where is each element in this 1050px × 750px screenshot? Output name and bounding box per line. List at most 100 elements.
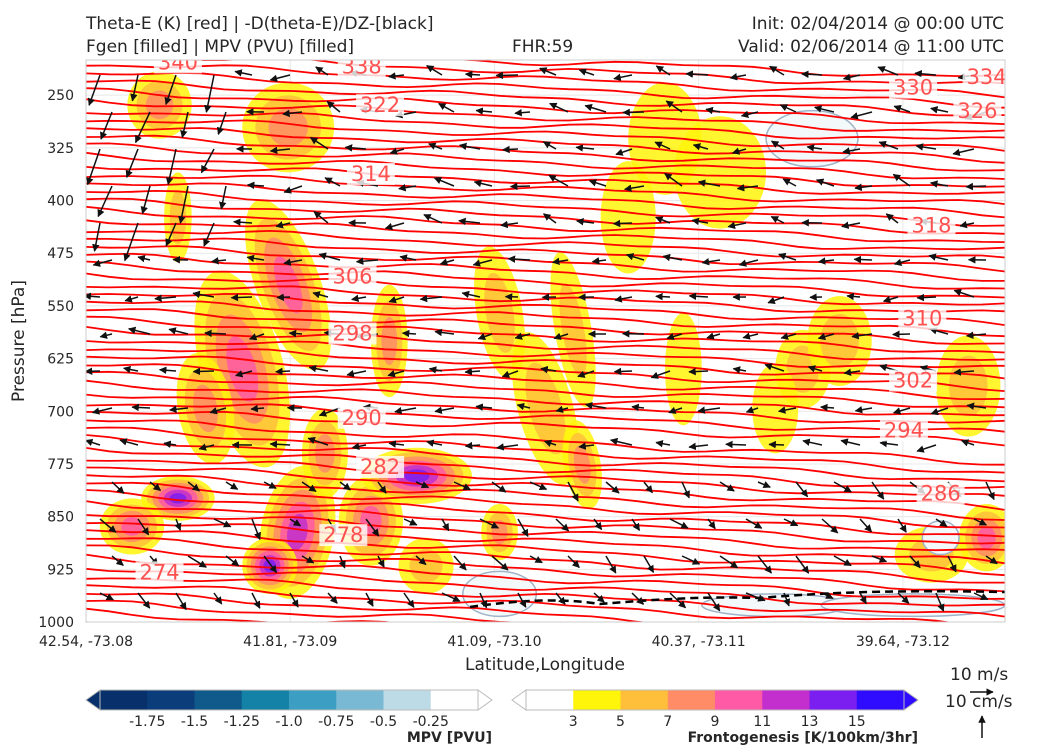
wind-vector xyxy=(575,144,595,152)
wind-vector xyxy=(613,367,633,376)
wind-vector xyxy=(820,403,835,412)
colorbar-tick-label: 3 xyxy=(569,714,578,730)
wind-vector xyxy=(355,257,379,265)
theta-e-label-bg xyxy=(356,94,405,117)
theta-e-line xyxy=(86,537,1005,584)
y-tick-label: 925 xyxy=(47,562,74,578)
wind-vector xyxy=(542,141,557,150)
wind-vector xyxy=(767,296,785,305)
wind-vector xyxy=(666,332,683,341)
wind-vector xyxy=(263,481,277,489)
x-tick-label: 41.09, -73.10 xyxy=(447,634,541,650)
wind-vector xyxy=(584,104,607,113)
colorbar-swatch xyxy=(762,690,810,710)
wind-vector xyxy=(540,365,557,374)
wind-vector xyxy=(163,440,177,448)
wind-vector xyxy=(377,481,387,494)
wind-vector xyxy=(514,332,531,340)
fgen-fill xyxy=(169,493,187,504)
wind-vector xyxy=(234,370,253,378)
wind-vector xyxy=(192,367,215,376)
y-tick-label: 325 xyxy=(47,141,74,157)
wind-vector xyxy=(697,406,721,414)
wind-vector xyxy=(213,518,232,528)
theta-e-label: 314 xyxy=(351,162,391,186)
wind-vector xyxy=(475,107,493,115)
title-line-2: Fgen [filled] | MPV (PVU) [filled] xyxy=(86,37,355,57)
fgen-fill xyxy=(381,316,398,366)
fgen-fill xyxy=(977,526,996,549)
wind-vector xyxy=(263,555,278,574)
theta-e-line xyxy=(86,521,1005,565)
wind-vector xyxy=(428,142,443,150)
wind-vector xyxy=(688,367,709,376)
theta-e-label: 334 xyxy=(967,65,1007,89)
wind-vector xyxy=(929,327,949,335)
wind-vector xyxy=(308,364,329,373)
wind-vector xyxy=(806,144,823,152)
wind-vector xyxy=(567,555,580,569)
wind-vector xyxy=(246,254,265,263)
wind-vector xyxy=(100,111,113,140)
colorbar-tick-label: 11 xyxy=(753,714,771,730)
theta-e-line xyxy=(86,599,525,622)
theta-e-label-bg xyxy=(319,524,368,547)
wind-vector xyxy=(315,66,329,76)
wind-vector xyxy=(577,370,595,378)
theta-e-line xyxy=(86,245,1005,282)
wind-vector xyxy=(953,288,975,298)
wind-vector xyxy=(549,102,569,113)
wind-vector xyxy=(742,332,759,340)
wind-vector xyxy=(461,290,481,299)
wind-vector xyxy=(807,365,823,373)
wind-vector xyxy=(782,178,797,187)
wind-vector xyxy=(365,592,374,607)
wind-vector xyxy=(123,222,139,262)
wind-vector xyxy=(351,294,367,303)
theta-e-label: 326 xyxy=(957,99,997,123)
x-axis-label: Latitude,Longitude xyxy=(465,655,625,675)
fgen-fill xyxy=(525,362,566,455)
wind-vector xyxy=(833,481,852,493)
colorbar-tick-label: 7 xyxy=(663,714,672,730)
wind-vector xyxy=(650,370,671,379)
theta-e-line xyxy=(86,577,1005,618)
y-tick-label: 400 xyxy=(47,194,74,210)
wind-vector xyxy=(283,185,303,194)
wind-vector xyxy=(475,403,493,411)
theta-e-labels: 340 338 334 330 326 322 318 314 310 306 302 298 294 2… xyxy=(135,60,1007,584)
wind-vector xyxy=(909,555,921,569)
wind-vector xyxy=(86,148,101,186)
theta-e-line xyxy=(86,237,1005,273)
fgen-colorbar-title: Frontogenesis [K/100km/3hr] xyxy=(688,730,918,746)
wind-vector xyxy=(770,215,785,224)
theta-e-line xyxy=(86,370,1005,409)
colorbar-tick-label: 5 xyxy=(616,714,625,730)
wind-vector xyxy=(692,143,709,151)
wind-vector xyxy=(434,328,455,337)
theta-e-line xyxy=(86,567,1005,607)
colorbar-swatch xyxy=(573,690,621,710)
wind-vector xyxy=(965,331,987,339)
colorbar-swatch xyxy=(809,690,858,710)
wind-vector xyxy=(953,368,975,376)
wind-vector xyxy=(655,65,671,76)
wind-vector xyxy=(428,366,443,374)
wind-vector xyxy=(491,481,507,493)
wind-vector xyxy=(813,105,835,113)
wind-vector xyxy=(952,148,975,157)
y-axis-ticks: 250 325 400 475 550 625 700 775 850 925 1000 xyxy=(38,88,74,631)
mpv-colorbar-title: MPV [PVU] xyxy=(407,730,492,746)
wind-vector xyxy=(623,184,645,192)
theta-e-line xyxy=(86,300,1005,338)
wind-vector xyxy=(86,292,101,301)
wind-vector xyxy=(935,592,945,612)
wind-vector xyxy=(655,216,671,224)
wind-vector xyxy=(965,182,987,191)
wind-vector xyxy=(780,332,797,340)
wind-vector xyxy=(388,296,405,304)
wind-vector xyxy=(732,366,747,374)
wind-vector xyxy=(821,518,839,534)
wind-vector xyxy=(92,259,113,267)
